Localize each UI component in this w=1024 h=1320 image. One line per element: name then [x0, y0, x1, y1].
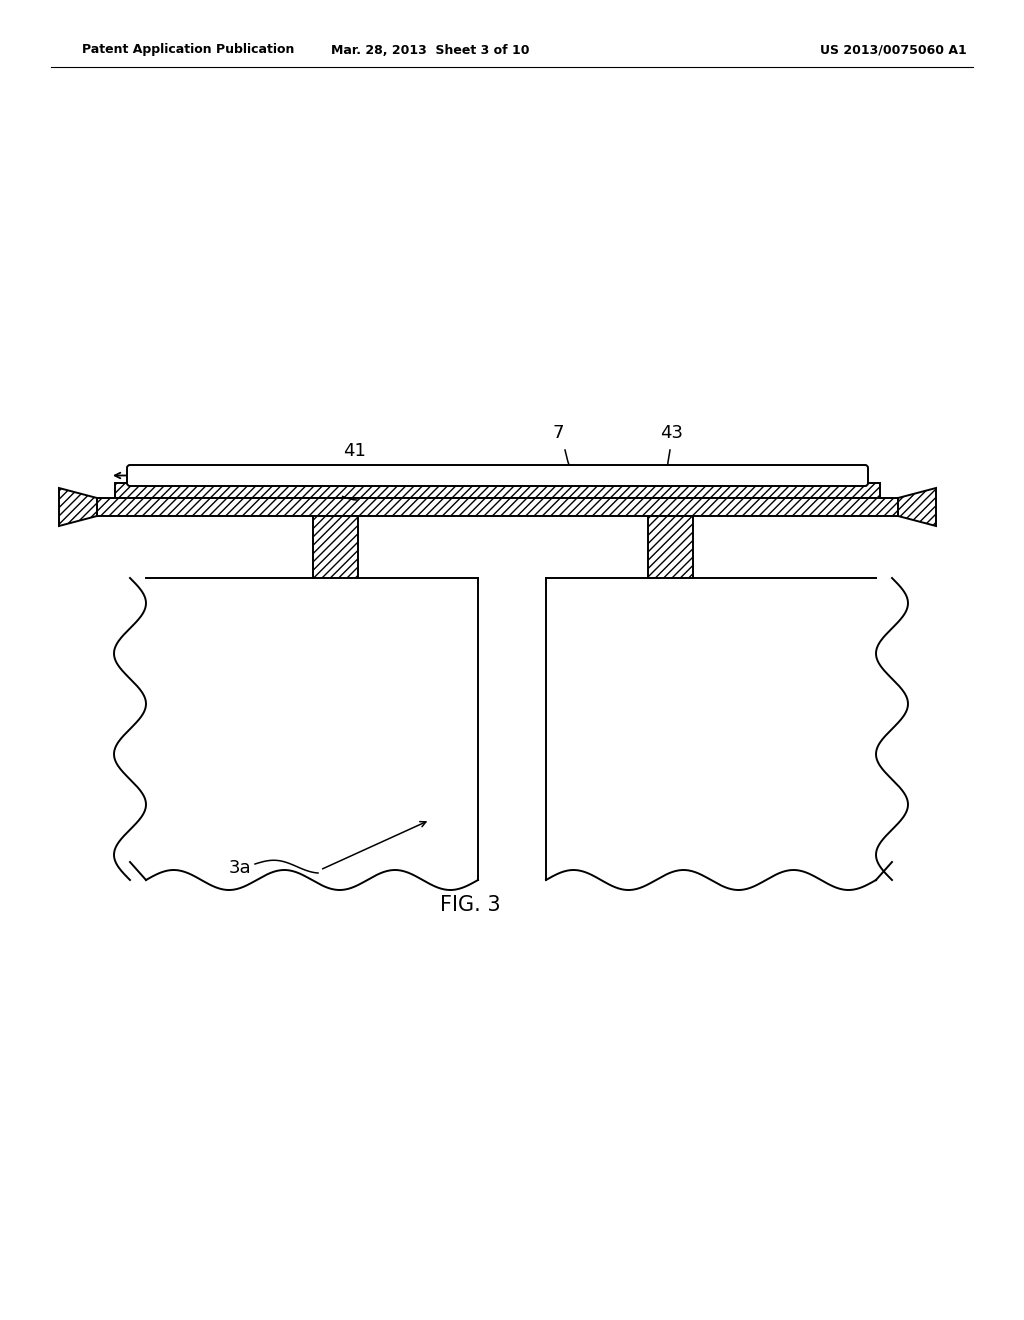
Bar — [115, 483, 880, 498]
Text: 7: 7 — [552, 424, 564, 442]
Text: US 2013/0075060 A1: US 2013/0075060 A1 — [820, 44, 967, 57]
Bar — [97, 498, 898, 516]
Bar — [647, 516, 692, 578]
Bar — [312, 516, 357, 578]
Bar — [312, 516, 357, 578]
Text: Mar. 28, 2013  Sheet 3 of 10: Mar. 28, 2013 Sheet 3 of 10 — [331, 44, 529, 57]
Text: Patent Application Publication: Patent Application Publication — [82, 44, 294, 57]
Bar — [115, 483, 880, 498]
Bar — [97, 498, 898, 516]
Text: FIG. 3: FIG. 3 — [439, 895, 501, 915]
Text: 41: 41 — [344, 442, 367, 459]
Bar — [647, 516, 692, 578]
Text: 43: 43 — [660, 424, 683, 442]
Text: 3a: 3a — [228, 859, 251, 876]
Polygon shape — [898, 488, 936, 525]
Polygon shape — [59, 488, 97, 525]
FancyBboxPatch shape — [127, 465, 868, 486]
